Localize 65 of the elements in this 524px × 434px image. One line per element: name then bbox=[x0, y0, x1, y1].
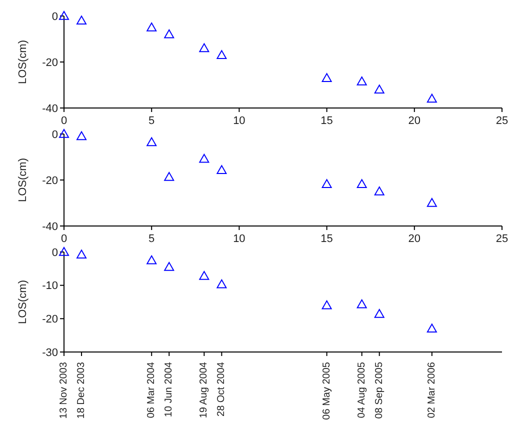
y-axis-title: LOS(cm) bbox=[16, 158, 29, 202]
point bbox=[59, 11, 69, 20]
point bbox=[216, 50, 227, 59]
point bbox=[426, 198, 437, 207]
x-tick-label: 06 Mar 2004 bbox=[146, 362, 158, 418]
x-tick-label: 06 May 2005 bbox=[321, 362, 332, 420]
x-tick-label: 0 bbox=[60, 233, 68, 245]
y-tick-label: 0 bbox=[52, 10, 58, 23]
point bbox=[322, 179, 332, 188]
y-axis-title: LOS(cm) bbox=[16, 280, 29, 324]
point bbox=[76, 131, 87, 140]
x-tick-label: 19 Aug 2004 bbox=[198, 362, 210, 418]
x-tick-label: 20 bbox=[408, 233, 421, 245]
y-tick-label: 0 bbox=[52, 128, 58, 141]
point bbox=[76, 16, 87, 24]
point bbox=[356, 76, 367, 86]
x-tick-label: 20 bbox=[408, 115, 421, 127]
x-tick-label: 10 Jun 2004 bbox=[164, 362, 175, 418]
point bbox=[374, 186, 384, 196]
point bbox=[146, 255, 157, 264]
point bbox=[164, 262, 174, 271]
point bbox=[322, 300, 332, 310]
point bbox=[59, 129, 69, 138]
point bbox=[356, 179, 367, 188]
y-tick-label: -20 bbox=[42, 314, 58, 326]
point bbox=[374, 309, 384, 318]
point bbox=[322, 73, 332, 82]
x-tick-label: 02 Mar 2006 bbox=[426, 362, 438, 418]
point bbox=[199, 271, 210, 280]
y-tick-label: -20 bbox=[42, 56, 58, 69]
y-tick-label: -20 bbox=[42, 174, 58, 187]
x-tick-label: 5 bbox=[148, 233, 155, 245]
point bbox=[374, 84, 384, 94]
point bbox=[164, 172, 174, 181]
point bbox=[146, 22, 157, 32]
point bbox=[216, 165, 227, 174]
x-tick-label: 15 bbox=[320, 233, 333, 245]
x-tick-label: 25 bbox=[496, 233, 508, 245]
point bbox=[199, 154, 210, 163]
x-tick-label: 15 bbox=[320, 115, 333, 127]
x-tick-label: 0 bbox=[60, 115, 68, 127]
y-tick-label: -30 bbox=[42, 346, 58, 359]
y-tick-label: -10 bbox=[42, 280, 58, 292]
x-tick-label: 10 bbox=[233, 115, 246, 127]
point bbox=[76, 250, 87, 259]
x-tick-label: 5 bbox=[148, 115, 155, 127]
point bbox=[59, 247, 69, 256]
point bbox=[146, 137, 157, 146]
x-tick-label: 18 Dec 2003 bbox=[76, 362, 88, 419]
point bbox=[426, 324, 437, 333]
x-tick-label: 04 Aug 2005 bbox=[356, 362, 368, 418]
y-tick-label: 0 bbox=[52, 246, 58, 259]
x-tick-label: 10 bbox=[233, 233, 246, 245]
x-tick-label: 28 Oct 2004 bbox=[216, 362, 228, 416]
x-tick-label: 25 bbox=[496, 115, 508, 127]
point bbox=[216, 279, 227, 288]
x-tick-label: 08 Sep 2005 bbox=[374, 362, 385, 419]
y-tick-label: -40 bbox=[42, 220, 58, 233]
y-axis-title: LOS(cm) bbox=[16, 40, 29, 84]
point bbox=[356, 299, 367, 308]
point bbox=[164, 29, 174, 38]
point bbox=[199, 43, 210, 52]
y-tick-label: -40 bbox=[42, 102, 58, 115]
x-tick-label: 13 Nov 2003 bbox=[58, 362, 70, 419]
point bbox=[426, 94, 437, 103]
